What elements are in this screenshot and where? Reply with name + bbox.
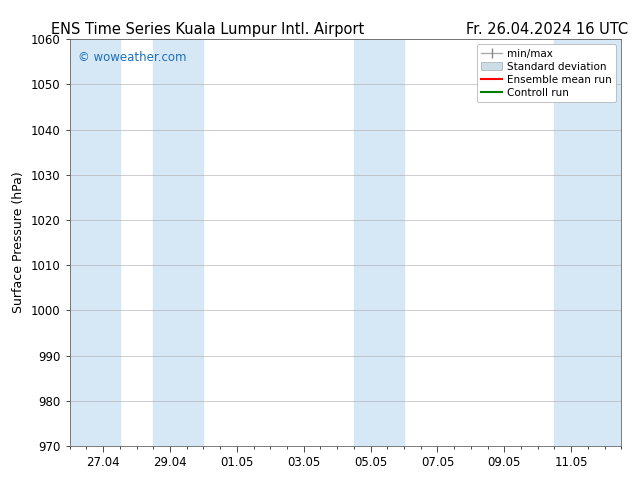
Title: ENS Time Series Kuala Lumpur Intl. Airport      Fr. 26.04.2024 16 UTC: ENS Time Series Kuala Lumpur Intl. Airpo… <box>0 489 1 490</box>
Bar <box>153 39 204 446</box>
Bar <box>70 39 120 446</box>
Legend: min/max, Standard deviation, Ensemble mean run, Controll run: min/max, Standard deviation, Ensemble me… <box>477 45 616 102</box>
Text: Fr. 26.04.2024 16 UTC: Fr. 26.04.2024 16 UTC <box>465 22 628 37</box>
Bar <box>555 39 621 446</box>
Bar <box>354 39 404 446</box>
Text: ENS Time Series Kuala Lumpur Intl. Airport: ENS Time Series Kuala Lumpur Intl. Airpo… <box>51 22 364 37</box>
Y-axis label: Surface Pressure (hPa): Surface Pressure (hPa) <box>13 172 25 314</box>
Text: © woweather.com: © woweather.com <box>78 51 186 64</box>
